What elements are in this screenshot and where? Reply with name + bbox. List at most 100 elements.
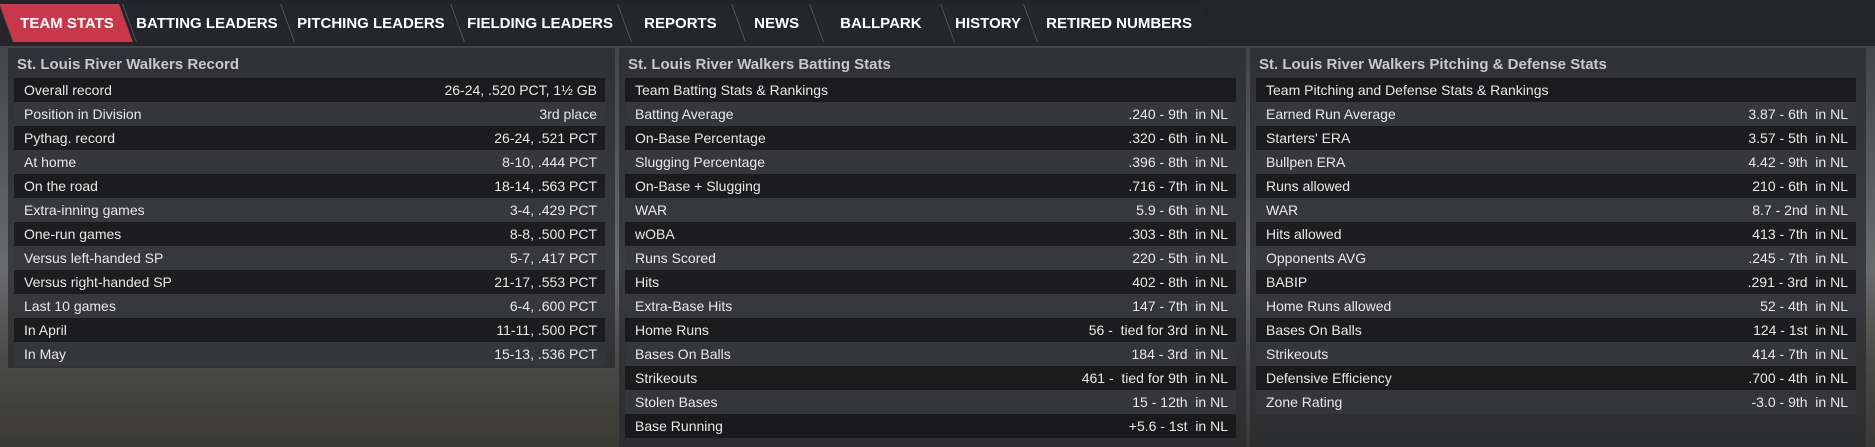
tab-label: FIELDING LEADERS — [466, 14, 613, 32]
stat-label: Overall record — [24, 82, 112, 98]
stat-row: Defensive Efficiency .700 - 4th in NL — [1256, 366, 1856, 390]
stat-value: 26-24, .520 PCT, 1½ GB — [444, 82, 597, 98]
stat-row: Strikeouts 414 - 7th in NL — [1256, 342, 1856, 366]
stat-row: At home 8-10, .444 PCT — [14, 150, 605, 174]
stat-value: 26-24, .521 PCT — [494, 130, 597, 146]
stat-label: On-Base Percentage — [635, 130, 766, 146]
stat-label: Base Running — [635, 418, 723, 434]
stat-value: 3.87 - 6th in NL — [1748, 106, 1848, 122]
stat-label: Last 10 games — [24, 298, 116, 314]
stat-value: 5.9 - 6th in NL — [1136, 202, 1228, 218]
stat-row: Extra-inning games 3-4, .429 PCT — [14, 198, 605, 222]
stat-label: Slugging Percentage — [635, 154, 765, 170]
stat-value: .396 - 8th in NL — [1128, 154, 1228, 170]
tab-label: BALLPARK — [839, 14, 922, 32]
tab-label: HISTORY — [954, 14, 1021, 32]
stat-row: Earned Run Average 3.87 - 6th in NL — [1256, 102, 1856, 126]
stat-row: Runs allowed 210 - 6th in NL — [1256, 174, 1856, 198]
stat-label: Team Batting Stats & Rankings — [635, 82, 828, 98]
panel-title: St. Louis River Walkers Record — [17, 56, 240, 73]
batting-panel: St. Louis River Walkers Batting Stats Te… — [619, 48, 1246, 447]
stat-row: Runs Scored 220 - 5th in NL — [625, 246, 1236, 270]
stat-label: Hits — [635, 274, 660, 290]
pitching-panel: St. Louis River Walkers Pitching & Defen… — [1250, 48, 1866, 447]
stat-label: Batting Average — [635, 106, 734, 122]
tab-team-stats[interactable]: TEAM STATS — [0, 4, 133, 42]
stat-row: Bases On Balls 184 - 3rd in NL — [625, 342, 1236, 366]
stat-row: Zone Rating -3.0 - 9th in NL — [1256, 390, 1856, 414]
tab-reports[interactable]: REPORTS — [617, 4, 742, 42]
stat-row: WAR 8.7 - 2nd in NL — [1256, 198, 1856, 222]
stat-label: Team Pitching and Defense Stats & Rankin… — [1266, 82, 1549, 98]
stat-label: Position in Division — [24, 106, 142, 122]
stat-value: 6-4, .600 PCT — [509, 298, 597, 314]
stat-row: wOBA .303 - 8th in NL — [625, 222, 1236, 246]
tab-history[interactable]: HISTORY — [940, 4, 1034, 42]
stat-row: BABIP .291 - 3rd in NL — [1256, 270, 1856, 294]
record-panel: St. Louis River Walkers Record Overall r… — [8, 48, 615, 368]
stat-row: Position in Division 3rd place — [14, 102, 605, 126]
stat-label: Versus left-handed SP — [24, 250, 164, 266]
stat-label: WAR — [1266, 202, 1299, 218]
stat-row: Stolen Bases 15 - 12th in NL — [625, 390, 1236, 414]
stat-value: 461 - tied for 9th in NL — [1081, 370, 1228, 386]
panel-title: St. Louis River Walkers Batting Stats — [628, 56, 891, 73]
tab-retired-numbers[interactable]: RETIRED NUMBERS — [1023, 4, 1214, 42]
stat-value: .320 - 6th in NL — [1128, 130, 1228, 146]
tab-bar: TEAM STATS BATTING LEADERS PITCHING LEADER… — [0, 0, 1875, 46]
stat-value: .700 - 4th in NL — [1748, 370, 1848, 386]
stat-label: Extra-inning games — [24, 202, 145, 218]
stat-row: Hits 402 - 8th in NL — [625, 270, 1236, 294]
stat-row: Versus right-handed SP 21-17, .553 PCT — [14, 270, 605, 294]
stat-row: Home Runs 56 - tied for 3rd in NL — [625, 318, 1236, 342]
stat-value: 413 - 7th in NL — [1752, 226, 1848, 242]
stat-label: On the road — [24, 178, 98, 194]
stat-row: Bases On Balls 124 - 1st in NL — [1256, 318, 1856, 342]
stat-row: Slugging Percentage .396 - 8th in NL — [625, 150, 1236, 174]
stat-value: 124 - 1st in NL — [1753, 322, 1848, 338]
stat-value: 8-8, .500 PCT — [509, 226, 597, 242]
stat-label: At home — [24, 154, 77, 170]
stat-label: WAR — [635, 202, 668, 218]
stat-label: Runs Scored — [635, 250, 716, 266]
stat-row: Versus left-handed SP 5-7, .417 PCT — [14, 246, 605, 270]
stat-label: On-Base + Slugging — [635, 178, 761, 194]
stat-value: 8.7 - 2nd in NL — [1752, 202, 1848, 218]
stat-row: Starters' ERA 3.57 - 5th in NL — [1256, 126, 1856, 150]
stat-value: 8-10, .444 PCT — [502, 154, 597, 170]
tab-label: NEWS — [753, 14, 799, 32]
stat-row: WAR 5.9 - 6th in NL — [625, 198, 1236, 222]
stat-value: 220 - 5th in NL — [1132, 250, 1228, 266]
stat-row: Base Running +5.6 - 1st in NL — [625, 414, 1236, 438]
tab-ballpark[interactable]: BALLPARK — [809, 4, 951, 42]
stat-label: Versus right-handed SP — [24, 274, 172, 290]
panel-title: St. Louis River Walkers Pitching & Defen… — [1259, 56, 1607, 73]
stat-value: 15-13, .536 PCT — [494, 346, 597, 362]
stat-label: Hits allowed — [1266, 226, 1342, 242]
tab-fielding-leaders[interactable]: FIELDING LEADERS — [450, 4, 628, 42]
tab-batting-leaders[interactable]: BATTING LEADERS — [122, 4, 291, 42]
tab-news[interactable]: NEWS — [731, 4, 820, 42]
stat-label: In April — [24, 322, 67, 338]
tab-label: REPORTS — [643, 14, 717, 32]
stat-row: Bullpen ERA 4.42 - 9th in NL — [1256, 150, 1856, 174]
stat-value: 210 - 6th in NL — [1752, 178, 1848, 194]
stat-row: In May 15-13, .536 PCT — [14, 342, 605, 366]
stat-label: wOBA — [635, 226, 675, 242]
tab-pitching-leaders[interactable]: PITCHING LEADERS — [280, 4, 461, 42]
stat-value: 21-17, .553 PCT — [494, 274, 597, 290]
stat-label: Stolen Bases — [635, 394, 718, 410]
stat-value: 147 - 7th in NL — [1132, 298, 1228, 314]
tab-label: BATTING LEADERS — [136, 14, 278, 32]
stat-row: Pythag. record 26-24, .521 PCT — [14, 126, 605, 150]
stat-value: 52 - 4th in NL — [1760, 298, 1848, 314]
stat-label: Home Runs — [635, 322, 709, 338]
stat-label: Bases On Balls — [635, 346, 731, 362]
stat-row: On the road 18-14, .563 PCT — [14, 174, 605, 198]
stat-row: One-run games 8-8, .500 PCT — [14, 222, 605, 246]
stat-label: Bullpen ERA — [1266, 154, 1346, 170]
stat-row: Last 10 games 6-4, .600 PCT — [14, 294, 605, 318]
stat-label: BABIP — [1266, 274, 1308, 290]
stat-row: Strikeouts 461 - tied for 9th in NL — [625, 366, 1236, 390]
stat-row: Team Batting Stats & Rankings — [625, 78, 1236, 102]
